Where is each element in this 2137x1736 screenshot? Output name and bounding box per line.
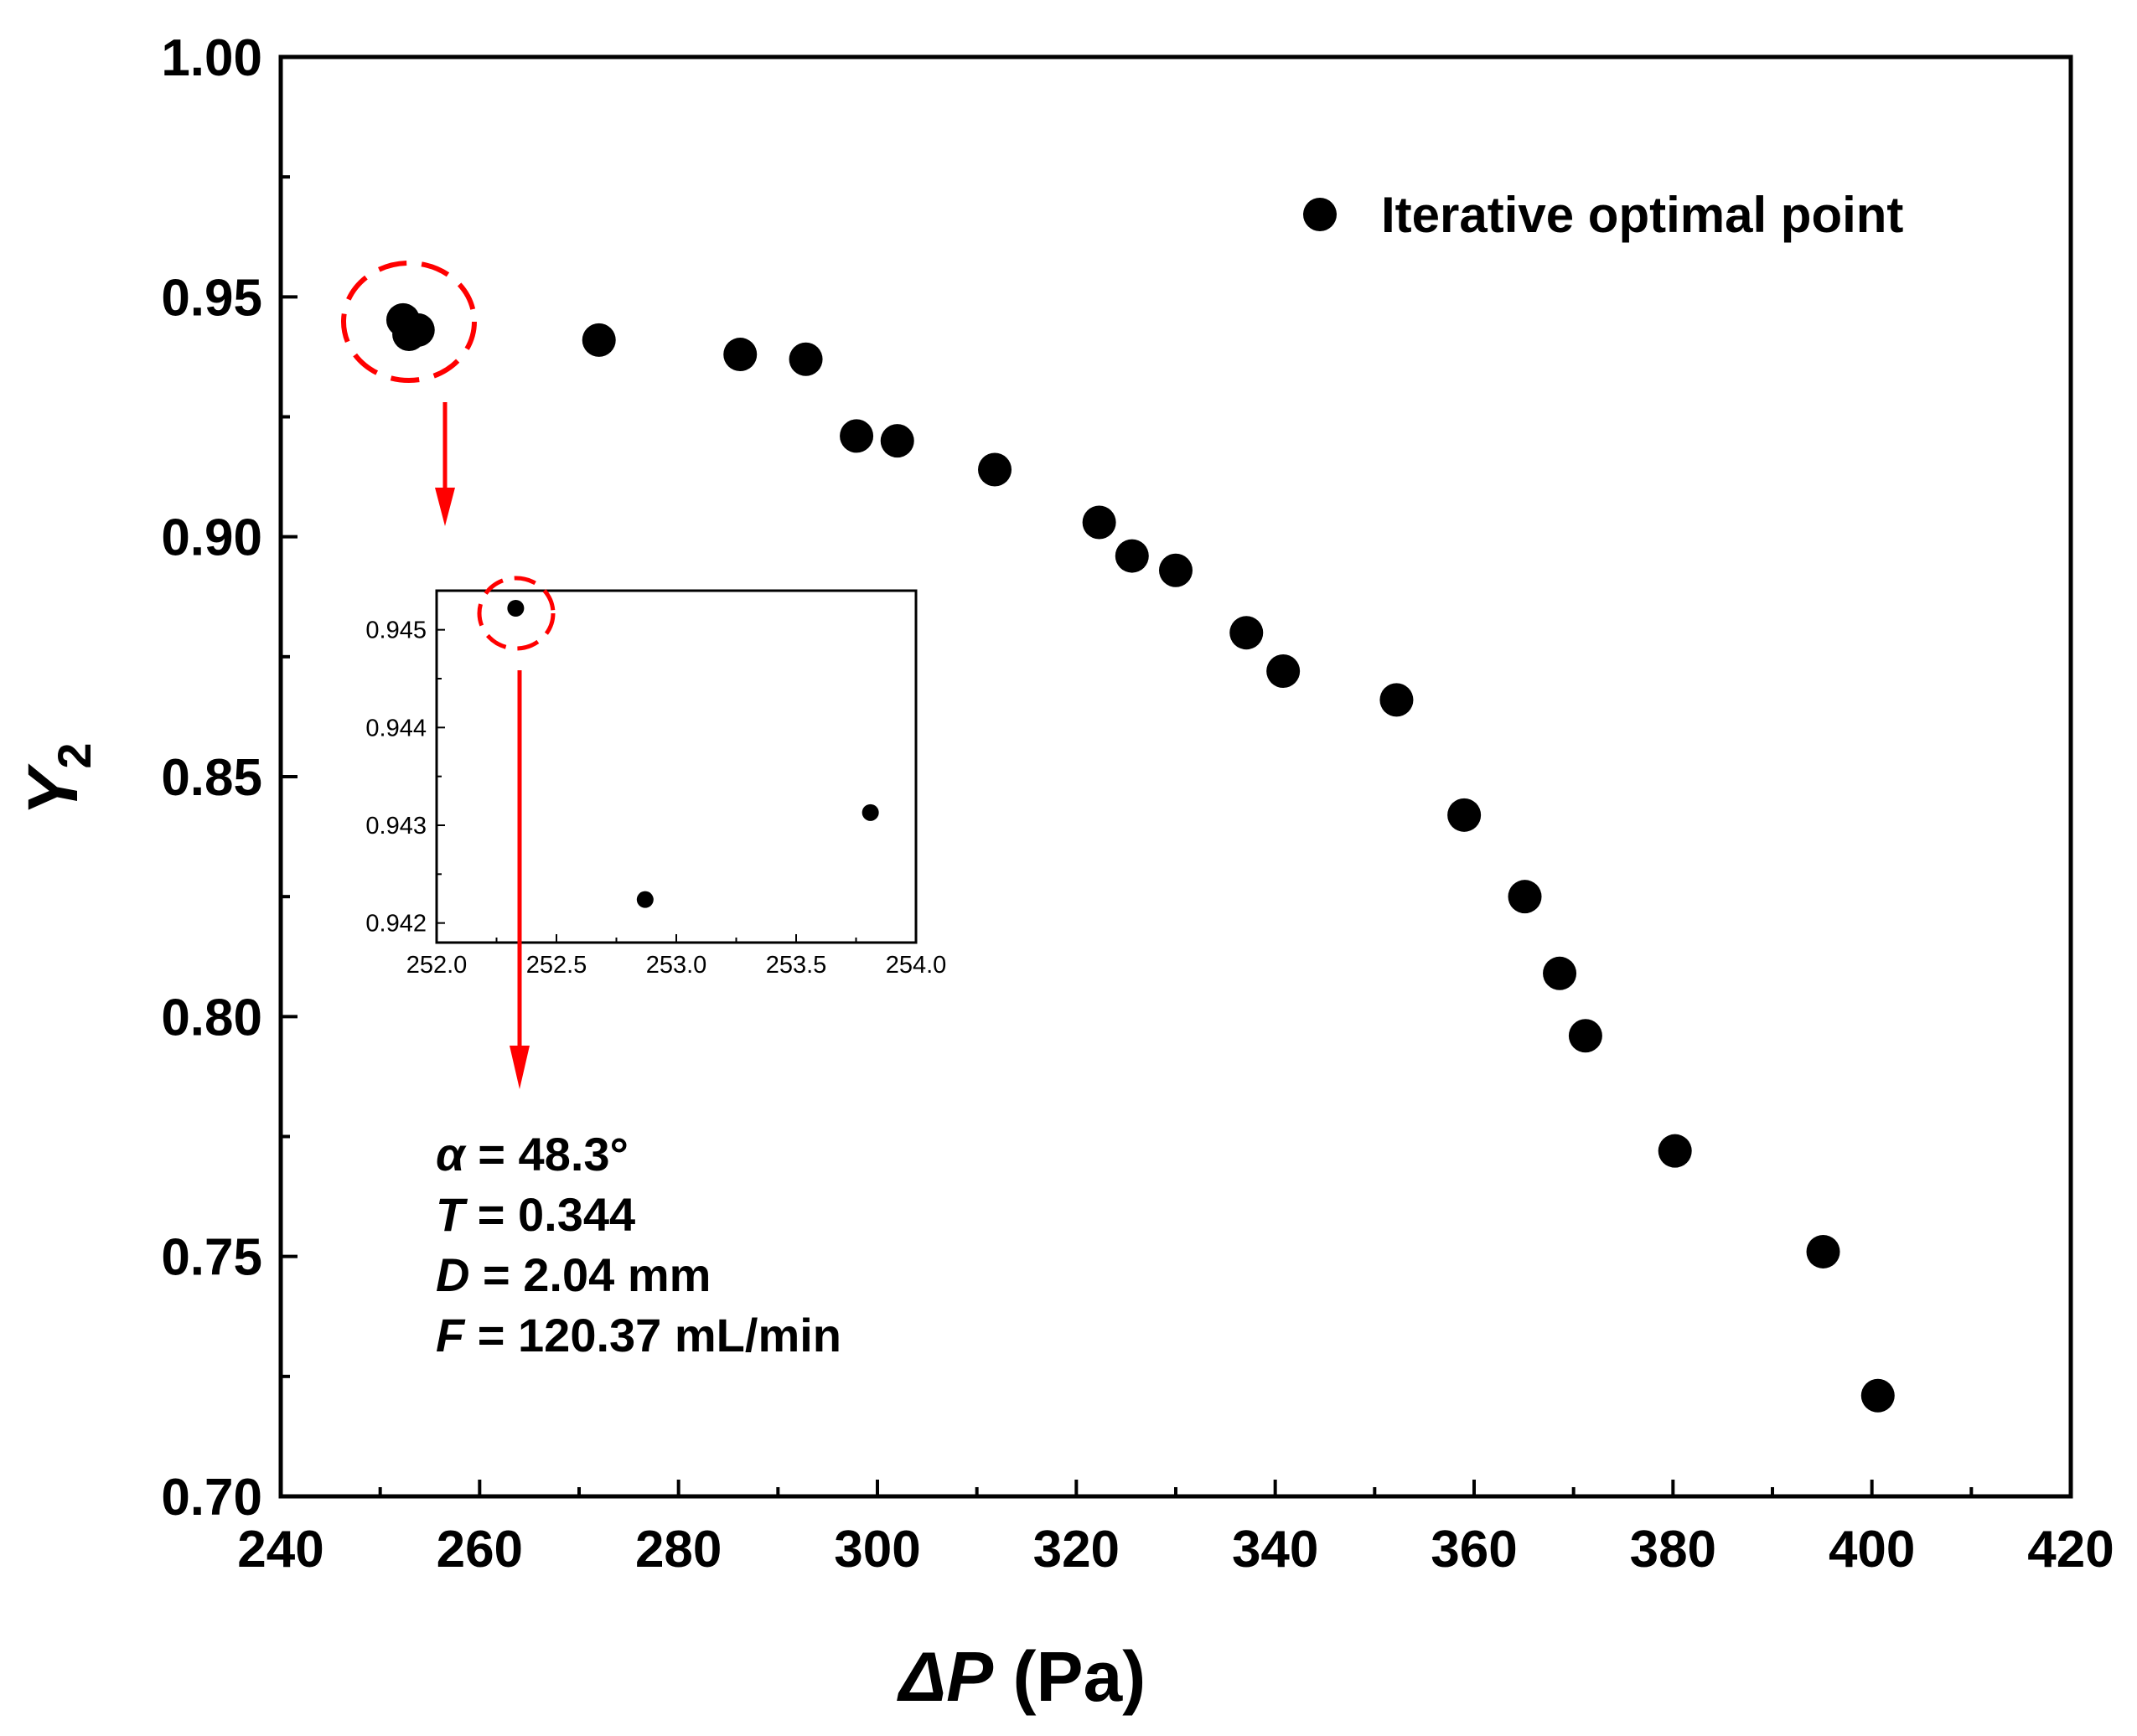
- y-tick-label: 0.80: [161, 989, 262, 1046]
- inset-frame: [435, 589, 918, 944]
- x-tick-label: 380: [1630, 1521, 1716, 1578]
- inset-y-tick-label: 0.942: [365, 911, 427, 938]
- highlight-circle: [341, 261, 477, 383]
- data-point: [1447, 798, 1482, 832]
- data-point: [789, 342, 823, 376]
- data-point: [723, 338, 758, 372]
- x-tick-label: 300: [834, 1521, 920, 1578]
- inset-data-point: [507, 600, 525, 617]
- y-tick-label: 0.85: [161, 749, 262, 807]
- data-point: [1266, 654, 1301, 689]
- y-tick-label: 0.90: [161, 509, 262, 567]
- data-point: [880, 424, 914, 458]
- data-point: [1568, 1019, 1602, 1053]
- data-point: [1159, 553, 1193, 587]
- arrow-to-annotation-head: [510, 1046, 530, 1089]
- y-tick-label: 0.70: [161, 1469, 262, 1527]
- x-tick-label: 360: [1431, 1521, 1517, 1578]
- annotation-text-1: = 48.3°: [465, 1128, 629, 1181]
- data-point: [1508, 880, 1542, 914]
- inset-data-point: [862, 803, 879, 821]
- data-point: [1229, 616, 1264, 650]
- annotation-line-4: F = 120.37 mL/min: [436, 1309, 841, 1361]
- inset-x-tick-label: 254.0: [886, 952, 947, 979]
- data-point: [401, 313, 435, 347]
- x-axis-title-unit: (Pa): [993, 1637, 1146, 1716]
- data-point: [1543, 956, 1577, 990]
- y-axis-title-var: Y: [13, 763, 92, 816]
- y-tick-label: 0.95: [161, 269, 262, 327]
- inset-x-tick-label: 252.5: [526, 952, 587, 979]
- inset-x-tick-label: 253.5: [766, 952, 827, 979]
- data-point: [1379, 683, 1414, 717]
- x-tick-label: 320: [1033, 1521, 1120, 1578]
- y-tick-label: 1.00: [161, 29, 262, 87]
- annotation-line-1: α = 48.3°: [436, 1128, 629, 1181]
- annotation-line-2: T = 0.344: [436, 1188, 635, 1241]
- x-axis-title-var: ΔP: [897, 1637, 994, 1716]
- data-point: [1860, 1378, 1895, 1413]
- annotation-line-3: D = 2.04 mm: [436, 1248, 711, 1301]
- data-point: [1082, 505, 1116, 540]
- legend-label: Iterative optimal point: [1381, 187, 1903, 243]
- y-axis-title-sub: 2: [48, 742, 101, 768]
- data-point: [1115, 539, 1149, 573]
- annotation-var-3: D: [436, 1248, 469, 1301]
- data-point: [582, 323, 616, 357]
- x-tick-label: 260: [437, 1521, 523, 1578]
- x-tick-label: 400: [1829, 1521, 1915, 1578]
- data-point: [1658, 1134, 1692, 1168]
- arrow-to-inset-head: [435, 488, 455, 526]
- data-point: [1806, 1234, 1840, 1268]
- x-axis-title: ΔP (Pa): [897, 1637, 1146, 1716]
- x-tick-label: 420: [2027, 1521, 2114, 1578]
- inset-x-tick-label: 252.0: [406, 952, 468, 979]
- x-tick-label: 240: [237, 1521, 323, 1578]
- inset-y-tick-label: 0.943: [365, 813, 427, 840]
- data-point: [978, 452, 1012, 487]
- x-tick-label: 340: [1232, 1521, 1318, 1578]
- annotation-var-2: T: [436, 1188, 468, 1241]
- annotation-text-3: = 2.04 mm: [469, 1248, 711, 1301]
- data-point: [840, 419, 874, 453]
- y-axis-title: Y2: [13, 742, 101, 815]
- x-tick-label: 280: [635, 1521, 722, 1578]
- inset-x-tick-label: 253.0: [646, 952, 707, 979]
- inset-data-point: [636, 891, 654, 908]
- annotation-var-4: F: [436, 1309, 466, 1361]
- legend-marker: [1303, 198, 1337, 231]
- y-tick-label: 0.75: [161, 1229, 262, 1287]
- inset-y-tick-label: 0.945: [365, 617, 427, 644]
- inset-highlight-circle: [477, 576, 556, 651]
- annotation-text-2: = 0.344: [464, 1188, 635, 1241]
- inset-y-tick-label: 0.944: [365, 715, 427, 741]
- annotation-text-4: = 120.37 mL/min: [464, 1309, 841, 1361]
- annotation-var-1: α: [436, 1128, 467, 1181]
